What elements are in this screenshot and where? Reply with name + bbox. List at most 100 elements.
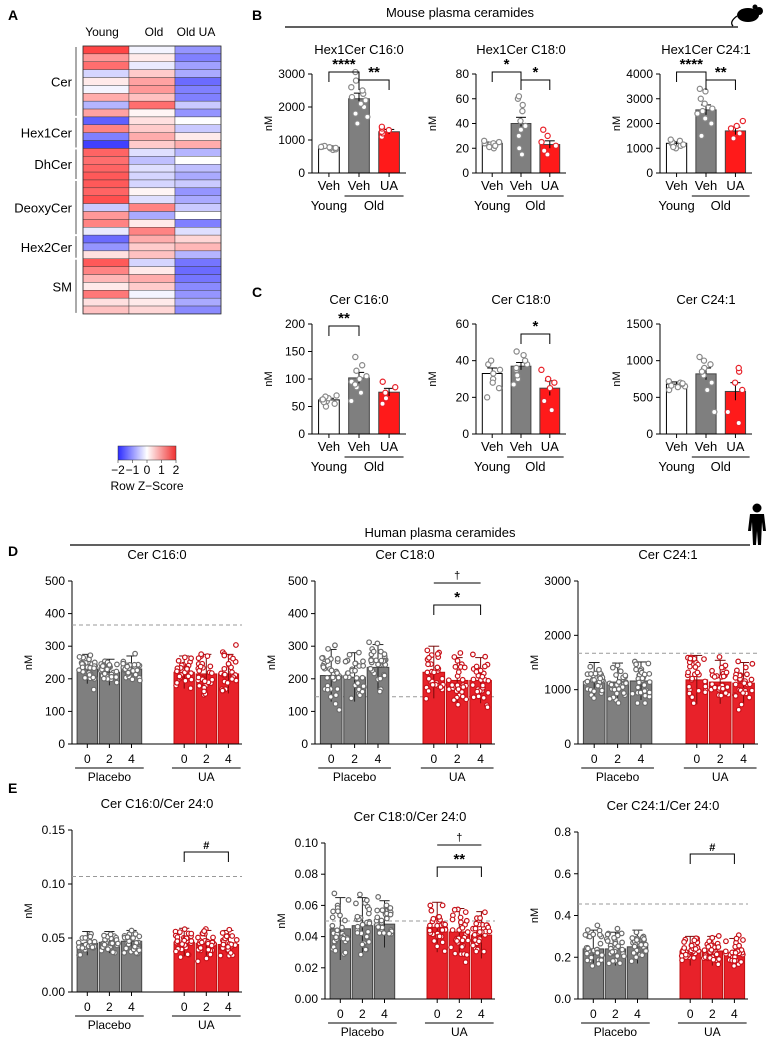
- data-point: [629, 935, 636, 941]
- data-point: [359, 674, 366, 681]
- heatmap-cell: [82, 77, 130, 86]
- data-point: [739, 386, 746, 394]
- x-tick-label: 4: [740, 752, 747, 766]
- data-point: [348, 83, 355, 91]
- group-label: UA: [451, 1025, 468, 1039]
- x-tick-label: 4: [638, 752, 645, 766]
- heatmap-cell: [82, 219, 130, 228]
- data-point: [742, 664, 749, 671]
- data-point: [359, 688, 366, 695]
- data-point: [332, 947, 339, 954]
- mouse-icon: [731, 4, 763, 27]
- significance-label: #: [709, 842, 715, 854]
- data-point: [541, 397, 548, 405]
- heatmap-cell: [174, 227, 222, 236]
- y-tick-label: 500: [633, 390, 653, 404]
- data-point: [360, 658, 366, 665]
- x-tick-label: 0: [181, 1000, 188, 1014]
- data-point: [317, 143, 325, 151]
- data-point: [324, 658, 331, 664]
- heatmap-cell: [128, 305, 176, 315]
- data-point: [480, 694, 487, 701]
- data-point: [198, 651, 205, 658]
- data-point: [188, 655, 195, 662]
- data-point: [617, 960, 623, 967]
- data-point: [176, 673, 183, 680]
- data-point: [428, 907, 435, 914]
- data-point: [99, 663, 106, 670]
- heatmap-legend-tick-label: 1: [158, 463, 165, 477]
- data-point: [362, 97, 369, 104]
- data-point: [594, 682, 601, 689]
- heatmap-cell: [82, 171, 130, 181]
- data-point: [520, 351, 527, 359]
- data-point: [113, 668, 120, 675]
- data-point: [720, 673, 727, 680]
- data-point: [176, 929, 183, 936]
- data-point: [131, 943, 138, 950]
- x-tick-label: 4: [128, 1000, 135, 1014]
- data-point: [383, 915, 390, 922]
- data-point: [184, 665, 190, 672]
- data-point: [470, 676, 477, 683]
- chart-b1: Hex1Cer C16:0 0 1000 2000 3000 nM Veh Veh UA Youn…: [263, 42, 406, 213]
- data-point: [113, 679, 120, 686]
- group-label: Old: [711, 198, 731, 213]
- x-tick-label: 2: [203, 752, 210, 766]
- data-point: [597, 940, 604, 947]
- data-point: [709, 934, 716, 941]
- data-point: [619, 939, 625, 946]
- heatmap-cell: [128, 266, 176, 275]
- data-point: [377, 675, 384, 682]
- data-point: [517, 117, 524, 125]
- y-tick-label: 0.08: [295, 867, 319, 881]
- data-point: [692, 946, 699, 952]
- data-point: [354, 929, 361, 936]
- data-point: [87, 652, 94, 659]
- data-point: [329, 922, 336, 929]
- y-tick-label: 0.10: [42, 877, 66, 891]
- significance-bracket: [433, 604, 482, 615]
- data-point: [736, 942, 742, 949]
- data-point: [353, 675, 360, 681]
- data-point: [738, 959, 745, 965]
- x-tick-label: 2: [454, 752, 461, 766]
- data-point: [177, 954, 184, 961]
- chart-title: Hex1Cer C24:1: [661, 42, 751, 57]
- data-point: [333, 934, 339, 941]
- data-point: [715, 933, 722, 939]
- significance-bracket: [520, 79, 551, 90]
- heatmap-cell: [174, 242, 222, 252]
- group-label: Old: [525, 459, 545, 474]
- data-point: [481, 909, 488, 916]
- data-point: [633, 929, 640, 936]
- data-point: [354, 913, 361, 920]
- heatmap-cell: [174, 187, 222, 196]
- data-point: [584, 945, 591, 952]
- data-point: [181, 654, 188, 661]
- y-axis-label: nM: [23, 655, 35, 670]
- data-point: [342, 917, 348, 924]
- data-point: [473, 920, 480, 927]
- data-point: [513, 348, 520, 355]
- data-point: [459, 943, 465, 950]
- data-point: [480, 137, 488, 145]
- data-point: [641, 936, 647, 943]
- heatmap-cell: [82, 116, 130, 125]
- x-tick-label: 4: [225, 1000, 232, 1014]
- data-point: [459, 693, 466, 700]
- data-point: [676, 137, 684, 145]
- data-point: [614, 925, 621, 932]
- heatmap-cell: [82, 274, 130, 283]
- data-point: [646, 670, 653, 677]
- data-point: [584, 957, 591, 964]
- significance-bracket: [705, 79, 736, 90]
- data-point: [708, 947, 715, 953]
- data-point: [464, 929, 471, 935]
- data-point: [735, 419, 742, 427]
- heatmap-column-label: Young: [85, 25, 119, 39]
- data-point: [329, 914, 336, 921]
- data-point: [715, 944, 722, 950]
- data-point: [182, 677, 189, 684]
- data-point: [473, 668, 480, 675]
